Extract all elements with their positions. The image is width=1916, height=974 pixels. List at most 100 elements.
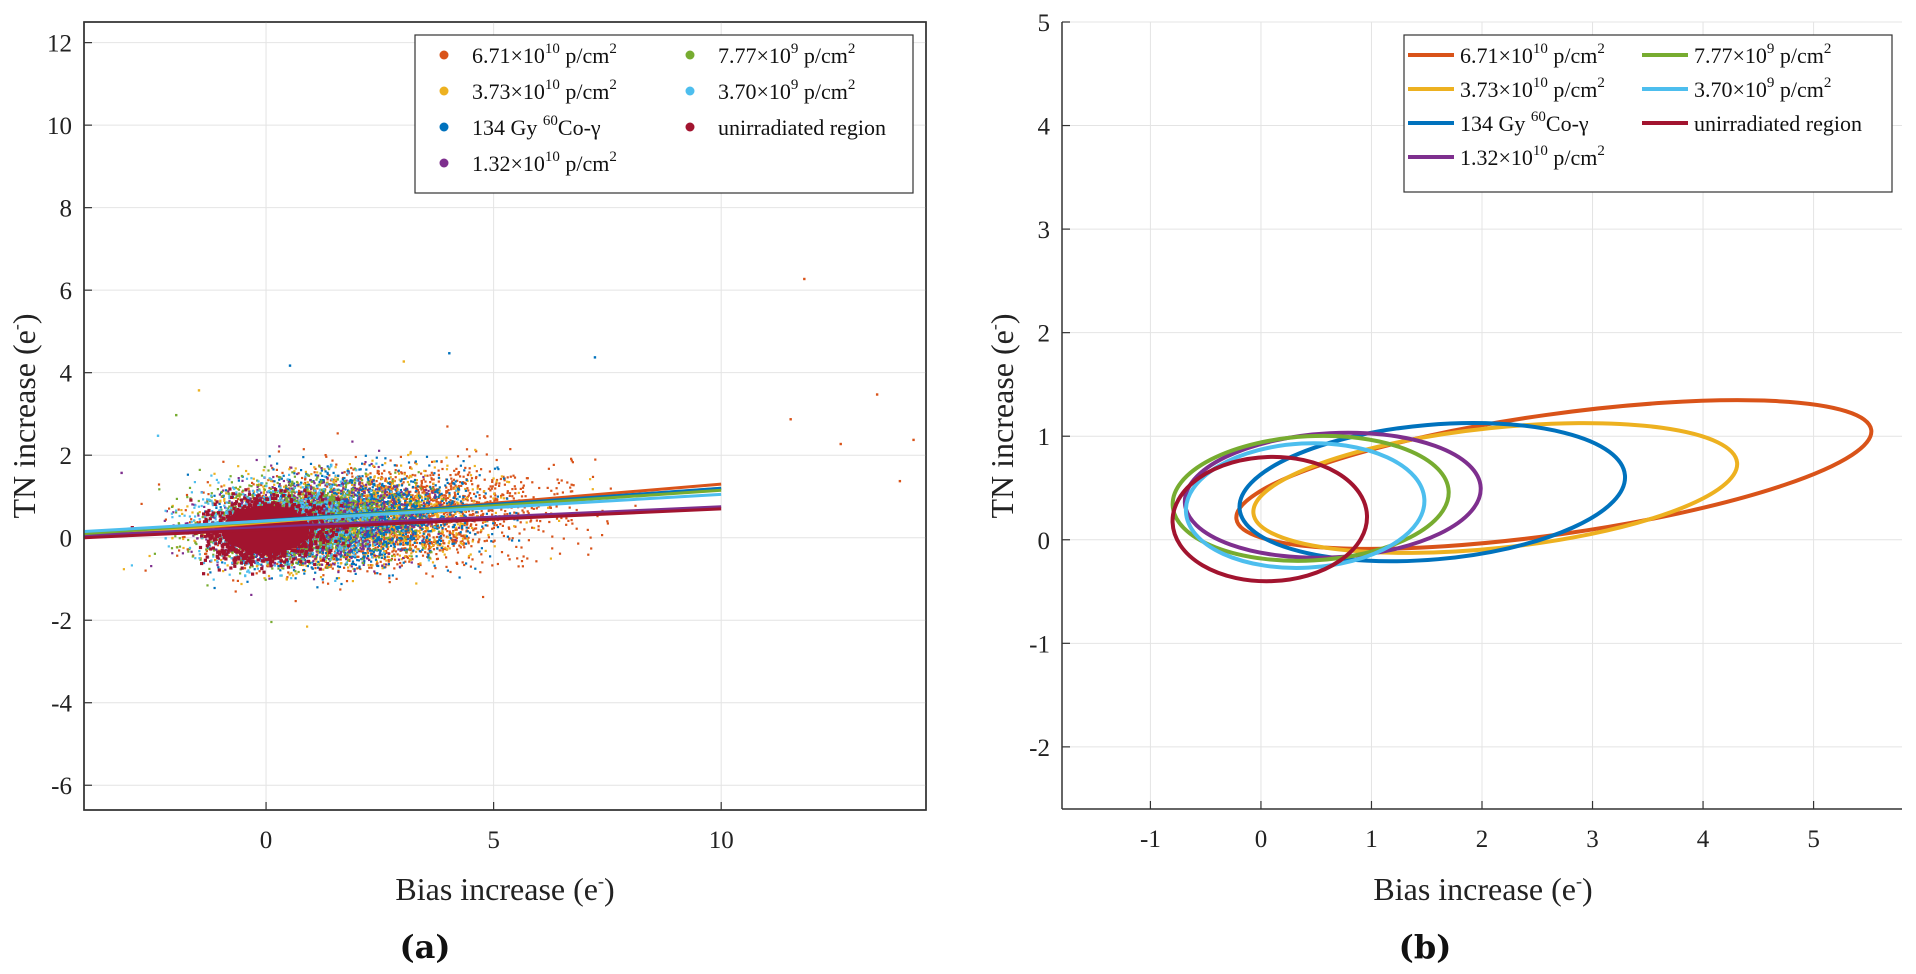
scatter-point (290, 489, 293, 492)
scatter-point (260, 484, 263, 487)
scatter-point (368, 545, 371, 548)
scatter-point (320, 469, 323, 472)
scatter-point (429, 496, 432, 499)
scatter-point (291, 574, 295, 577)
scatter-point (569, 490, 572, 493)
scatter-point (458, 532, 461, 535)
scatter-point (464, 487, 467, 491)
scatter-point (380, 477, 383, 480)
scatter-point (421, 496, 424, 499)
scatter-point (461, 540, 464, 543)
scatter-point (439, 525, 442, 528)
scatter-point (389, 472, 392, 476)
scatter-point (279, 485, 282, 488)
scatter-point (406, 548, 409, 551)
scatter-point (310, 473, 313, 476)
scatter-point (451, 480, 454, 483)
scatter-point (302, 564, 305, 567)
scatter-point (301, 476, 304, 480)
scatter-point (435, 535, 438, 539)
scatter-point (466, 538, 469, 541)
scatter-point (140, 502, 143, 505)
scatter-point (591, 488, 594, 491)
scatter-point (402, 543, 405, 546)
scatter-point (428, 544, 431, 547)
scatter-point (386, 531, 389, 534)
scatter-point (437, 490, 440, 493)
scatter-point (400, 464, 403, 467)
scatter-point (535, 507, 538, 510)
scatter-point (475, 450, 478, 453)
scatter-point (469, 553, 472, 556)
scatter-point (247, 472, 250, 476)
scatter-point (393, 567, 396, 570)
scatter-point (426, 552, 429, 555)
scatter-point (430, 487, 433, 490)
scatter-point (482, 495, 486, 498)
scatter-point (452, 544, 455, 547)
scatter-point (414, 486, 417, 489)
scatter-point (417, 565, 420, 568)
scatter-point (527, 539, 530, 542)
scatter-point (333, 529, 336, 532)
scatter-point (342, 486, 345, 489)
scatter-point (298, 489, 301, 492)
scatter-point (430, 477, 433, 480)
scatter-point (431, 561, 435, 564)
scatter-point (446, 548, 449, 551)
scatter-point (381, 509, 384, 512)
scatter-point (456, 487, 459, 490)
scatter-point (332, 481, 335, 484)
scatter-point (432, 544, 435, 547)
scatter-point (380, 547, 383, 551)
scatter-point (479, 488, 482, 491)
scatter-point (447, 525, 450, 528)
scatter-point (493, 522, 496, 525)
scatter-point (410, 528, 413, 531)
scatter-point (434, 567, 437, 570)
scatter-point (408, 558, 411, 561)
scatter-point (404, 543, 407, 546)
scatter-point (421, 544, 424, 547)
scatter-point (271, 480, 274, 483)
scatter-point (425, 540, 428, 544)
scatter-point (471, 538, 475, 541)
scatter-point (444, 546, 447, 549)
scatter-point (383, 503, 386, 506)
scatter-point (460, 510, 463, 514)
scatter-point (403, 548, 406, 552)
scatter-point (415, 555, 418, 558)
scatter-point (275, 468, 278, 471)
scatter-point (457, 502, 460, 505)
scatter-point (369, 482, 372, 486)
scatter-point (526, 557, 529, 560)
scatter-point (394, 496, 397, 499)
scatter-point (485, 539, 488, 542)
scatter-point (461, 513, 465, 516)
scatter-point (459, 522, 462, 525)
scatter-point (311, 561, 314, 564)
scatter-point (519, 521, 522, 524)
scatter-point (456, 455, 460, 458)
scatter-point (427, 540, 430, 543)
scatter-point (452, 514, 455, 517)
scatter-point (359, 538, 362, 541)
scatter-point (371, 459, 374, 462)
scatter-point (315, 555, 318, 558)
scatter-point (168, 507, 171, 510)
scatter-point (420, 542, 423, 545)
scatter-point (472, 500, 475, 503)
scatter-point (226, 564, 229, 567)
scatter-point (346, 548, 349, 551)
scatter-point (475, 523, 478, 526)
scatter-point (445, 486, 448, 489)
scatter-point (447, 545, 450, 548)
scatter-point (301, 496, 305, 499)
scatter-point (494, 494, 497, 497)
scatter-point (489, 489, 492, 492)
scatter-point (408, 543, 411, 546)
scatter-point (479, 571, 482, 574)
scatter-point (288, 573, 291, 576)
scatter-point (516, 557, 519, 560)
